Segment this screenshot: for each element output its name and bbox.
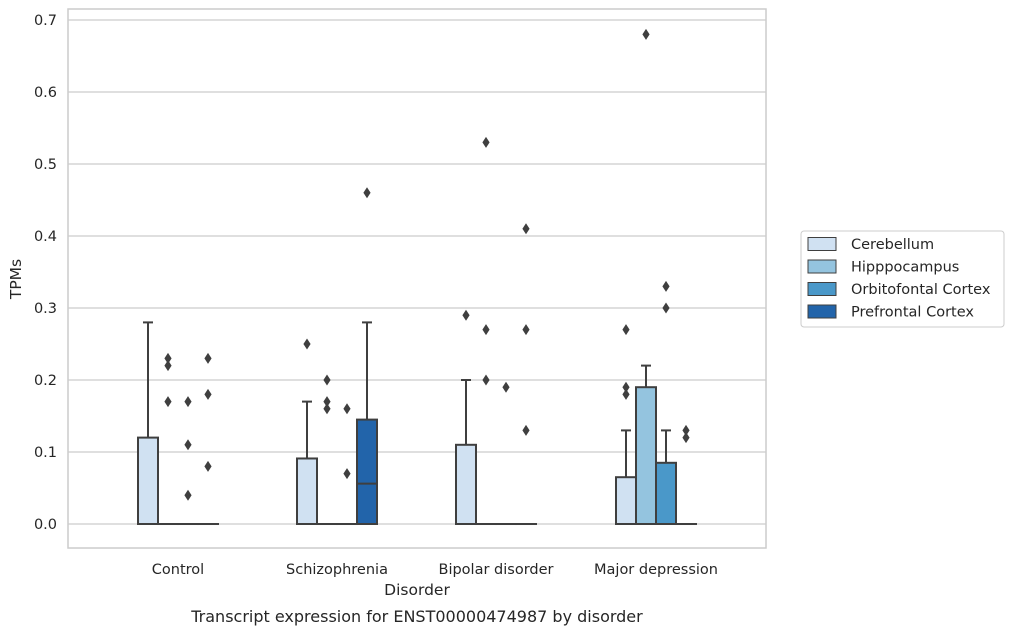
box bbox=[615, 476, 637, 526]
figure-caption: Transcript expression for ENST0000047498… bbox=[190, 607, 643, 626]
plot-frame bbox=[67, 8, 767, 549]
y-tick-label: 0.5 bbox=[34, 157, 57, 173]
x-tick-labels: Control Schizophrenia Bipolar disorder Majo… bbox=[152, 562, 718, 578]
box bbox=[356, 418, 378, 526]
outlier-point bbox=[323, 396, 331, 408]
box-group bbox=[137, 321, 159, 526]
y-tick-labels: 0.0 0.1 0.2 0.3 0.4 0.5 0.6 0.7 bbox=[34, 13, 57, 533]
outlier-point bbox=[482, 374, 490, 386]
legend-label: Prefrontal Cortex bbox=[851, 305, 974, 321]
outlier-point bbox=[343, 468, 351, 480]
x-tick-label: Control bbox=[152, 562, 204, 578]
boxes bbox=[137, 321, 697, 526]
legend-frame bbox=[800, 230, 1005, 328]
outlier-point bbox=[363, 187, 371, 199]
outlier-point bbox=[482, 324, 490, 336]
outlier-point bbox=[184, 439, 192, 451]
legend: Cerebellum Hipppocampus Orbitofontal Corte… bbox=[800, 230, 1005, 328]
box bbox=[655, 461, 677, 525]
outlier-point bbox=[323, 374, 331, 386]
y-tick-label: 0.0 bbox=[34, 517, 57, 533]
box bbox=[635, 386, 657, 526]
box bbox=[296, 457, 318, 526]
outlier-point bbox=[184, 489, 192, 501]
legend-swatch bbox=[807, 259, 837, 274]
legend-label: Hipppocampus bbox=[851, 260, 959, 276]
outlier-point bbox=[482, 136, 490, 148]
box bbox=[455, 443, 477, 525]
y-tick-label: 0.4 bbox=[34, 229, 57, 245]
outlier-point bbox=[303, 338, 311, 350]
outlier-point bbox=[204, 388, 212, 400]
box bbox=[137, 436, 159, 526]
outlier-point bbox=[522, 223, 530, 235]
box-group bbox=[296, 400, 318, 526]
outlier-point bbox=[164, 352, 172, 364]
box-group bbox=[655, 429, 677, 525]
outlier-point bbox=[622, 381, 630, 393]
outlier-point bbox=[662, 302, 670, 314]
outlier-point bbox=[622, 324, 630, 336]
y-axis-label: TPMs bbox=[7, 259, 25, 300]
outlier-point bbox=[204, 460, 212, 472]
outlier-point bbox=[522, 324, 530, 336]
legend-swatch bbox=[807, 282, 837, 296]
legend-swatch bbox=[807, 304, 837, 319]
outlier-point bbox=[502, 381, 510, 393]
outlier-point bbox=[164, 396, 172, 408]
x-tick-label: Bipolar disorder bbox=[439, 562, 554, 578]
outlier-point bbox=[164, 360, 172, 372]
box-group bbox=[455, 379, 477, 525]
outlier-point bbox=[682, 424, 690, 436]
outlier-point bbox=[682, 432, 690, 444]
outlier-point bbox=[343, 403, 351, 415]
legend-label: Cerebellum bbox=[851, 237, 934, 253]
outlier-point bbox=[642, 28, 650, 40]
y-tick-label: 0.7 bbox=[34, 13, 57, 29]
legend-swatch bbox=[807, 237, 837, 251]
legend-label: Orbitofontal Cortex bbox=[851, 282, 991, 298]
y-tick-label: 0.1 bbox=[34, 445, 57, 461]
outlier-point bbox=[462, 309, 470, 321]
outlier-point bbox=[323, 403, 331, 415]
outlier-point bbox=[204, 352, 212, 364]
x-axis-label: Disorder bbox=[384, 581, 450, 599]
outlier-point bbox=[622, 388, 630, 400]
y-tick-label: 0.6 bbox=[34, 85, 57, 101]
box-group bbox=[635, 364, 657, 526]
x-tick-label: Schizophrenia bbox=[286, 562, 388, 578]
y-tick-label: 0.2 bbox=[34, 373, 57, 389]
y-tick-label: 0.3 bbox=[34, 301, 57, 317]
outlier-point bbox=[662, 280, 670, 292]
outliers bbox=[164, 28, 690, 501]
x-tick-label: Major depression bbox=[594, 562, 718, 578]
outlier-point bbox=[522, 424, 530, 436]
box-group bbox=[356, 321, 378, 526]
outlier-point bbox=[184, 396, 192, 408]
